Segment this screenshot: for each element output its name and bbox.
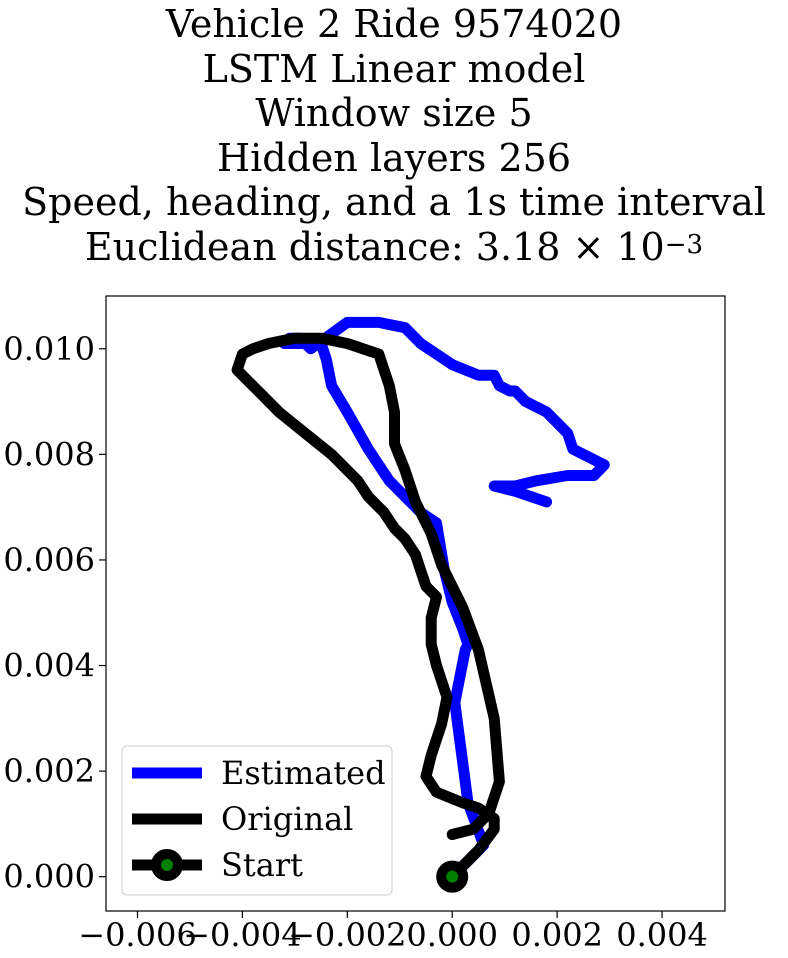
x-tick-label: 0.004: [616, 916, 708, 954]
distance-exponent: −3: [664, 229, 704, 260]
chart-title: Vehicle 2 Ride 9574020 LSTM Linear model…: [0, 2, 788, 269]
y-tick-label: 0.004: [3, 647, 95, 685]
y-tick-label: 0.000: [3, 858, 95, 896]
legend-label-estimated: Estimated: [221, 754, 386, 792]
y-tick-label: 0.006: [3, 541, 95, 579]
title-line-1: Vehicle 2 Ride 9574020: [165, 2, 623, 46]
legend-start-marker: [151, 849, 183, 881]
title-line-3: Window size 5: [255, 91, 533, 135]
x-tick-label: −0.004: [183, 916, 301, 954]
y-tick-label: 0.008: [3, 435, 95, 473]
y-tick-label: 0.010: [3, 330, 95, 368]
plot-frame: [105, 295, 726, 912]
title-line-2: LSTM Linear model: [202, 46, 586, 91]
x-tick-label: −0.002: [288, 916, 406, 954]
series-line-original: [231, 332, 505, 883]
legend-box: [121, 745, 393, 896]
title-line-5: Speed, heading, and a 1s time interval: [22, 180, 766, 224]
title-line-4: Hidden layers 256: [216, 135, 572, 180]
distance-label: Euclidean distance: 3.18 × 10: [84, 224, 665, 269]
y-tick-label: 0.002: [3, 752, 95, 790]
legend-label-original: Original: [221, 800, 353, 838]
legend-label-start: Start: [221, 846, 303, 884]
title-line-distance: Euclidean distance: 3.18 × 10−3: [0, 225, 788, 270]
x-tick-label: 0.002: [511, 916, 603, 954]
start-marker: [436, 860, 469, 893]
x-tick-label: −0.006: [78, 916, 196, 954]
x-tick-label: 0.000: [406, 916, 498, 954]
